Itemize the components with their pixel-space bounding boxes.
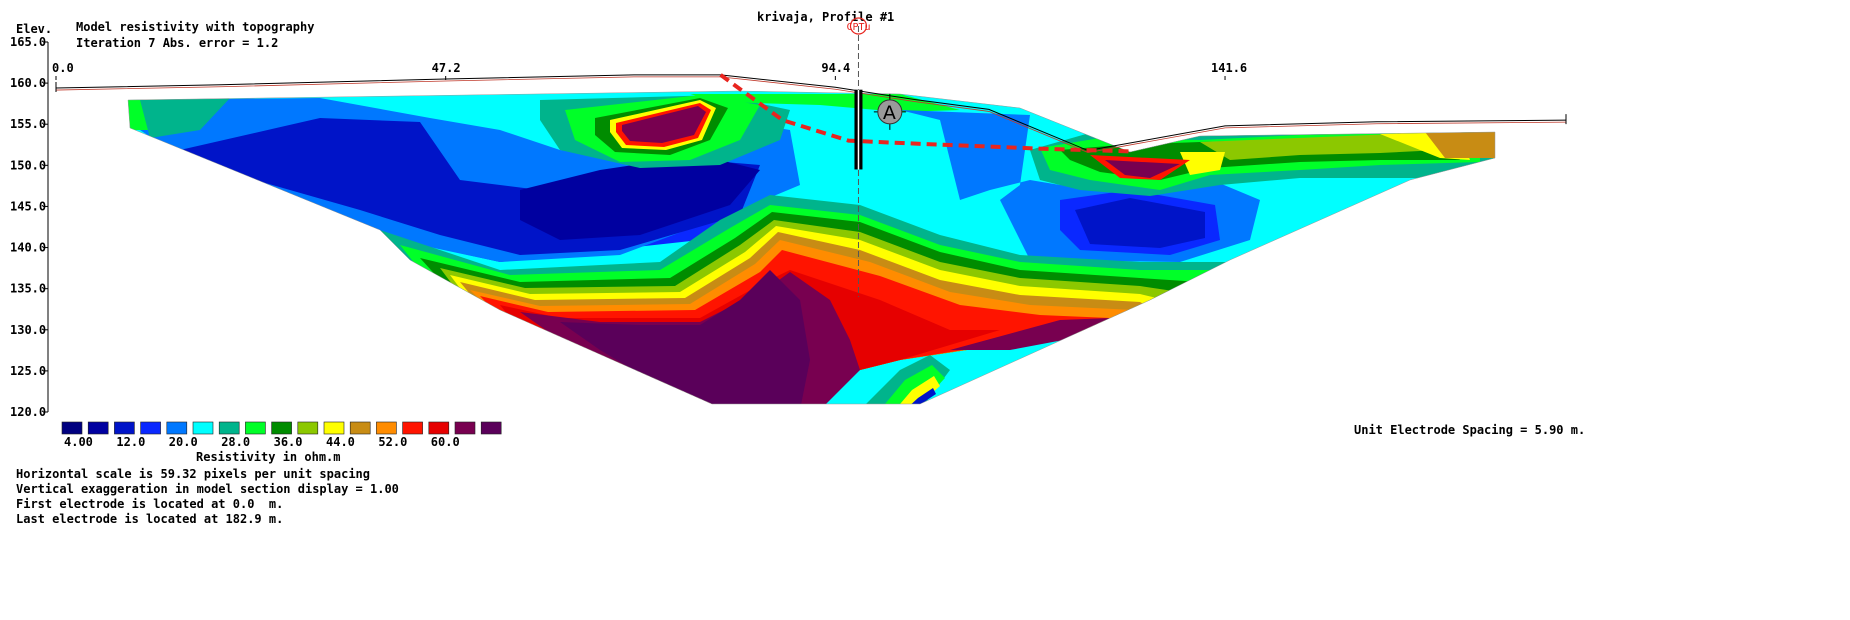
zone-wedge-yellow	[895, 376, 940, 404]
legend-swatch	[402, 421, 423, 435]
y-tick-label: 140.0	[10, 241, 46, 255]
y-tick-label: 145.0	[10, 199, 46, 213]
y-tick-label: 150.0	[10, 158, 46, 172]
profile-title: krivaja, Profile #1	[757, 10, 895, 24]
footer-line-first-electrode: First electrode is located at 0.0 m.	[16, 497, 284, 511]
zone-wedge-blue	[905, 388, 936, 404]
x-tick-label: 47.2	[432, 61, 461, 75]
elevation-axis-label: Elev.	[16, 22, 53, 36]
y-tick-label: 120.0	[10, 405, 46, 419]
legend-label: 44.0	[326, 435, 355, 449]
point-a-label: A	[883, 102, 896, 124]
topography-line	[55, 74, 1567, 152]
legend-swatch	[192, 421, 214, 435]
legend-swatch	[323, 421, 345, 435]
legend-label: 60.0	[431, 435, 460, 449]
interpreted-boundary-line	[719, 73, 1130, 154]
y-tick-label: 125.0	[10, 364, 46, 378]
point-a-marker-icon	[877, 99, 903, 125]
cptu-marker-icon	[849, 17, 868, 35]
zone-purple-top	[622, 106, 706, 143]
legend-label: 20.0	[169, 435, 198, 449]
zone-blue-core-right	[1075, 198, 1205, 248]
legend-swatch	[349, 421, 371, 435]
elevation-axis: 165.0 160.0 155.0 150.0 145.0 140.0 135.0 130.0…	[10, 35, 1247, 419]
legend-title: Resistivity in ohm.m	[196, 450, 341, 464]
legend-label: 4.00	[64, 435, 93, 449]
legend-swatch	[61, 421, 83, 435]
profile-overlays: CPTu A	[55, 17, 1567, 297]
zone-ochre-right	[1425, 132, 1495, 158]
legend-label: 12.0	[116, 435, 145, 449]
chart-title: Model resistivity with topography	[76, 20, 315, 34]
legend-swatch	[297, 421, 319, 435]
zone-olive-right	[1200, 133, 1440, 160]
legend-swatch	[376, 421, 397, 435]
legend-label: 36.0	[274, 435, 303, 449]
legend-label: 28.0	[221, 435, 250, 449]
legend-swatch	[114, 421, 135, 435]
y-tick-label: 160.0	[10, 76, 46, 90]
resistivity-legend: 4.00 12.0 20.0 28.0 36.0 44.0 52.0 60.0	[61, 421, 502, 449]
legend-swatch	[245, 421, 266, 435]
y-tick-label: 155.0	[10, 117, 46, 131]
topography-trace-red	[55, 76, 1567, 153]
legend-swatch	[428, 421, 450, 435]
x-tick-label: 141.6	[1211, 61, 1247, 75]
x-tick-label: 94.4	[821, 61, 850, 75]
y-tick-label: 130.0	[10, 323, 46, 337]
zone-navy-core-left	[520, 155, 760, 240]
legend-swatch	[140, 421, 161, 435]
electrode-spacing-note: Unit Electrode Spacing = 5.90 m.	[1354, 423, 1586, 437]
legend-swatch	[480, 421, 502, 435]
legend-swatch	[271, 421, 292, 435]
legend-label: 52.0	[378, 435, 407, 449]
y-tick-label: 135.0	[10, 282, 46, 296]
footer-line-last-electrode: Last electrode is located at 182.9 m.	[16, 512, 284, 526]
y-tick-label: 165.0	[10, 35, 46, 49]
zone-teal-left-edge	[140, 98, 230, 138]
footer-line-exaggeration: Vertical exaggeration in model section d…	[16, 482, 399, 496]
section-outline	[127, 90, 1496, 405]
zone-wedge-green	[880, 365, 945, 404]
zone-purple-pocket-right	[1105, 160, 1180, 178]
x-tick-label: 0.0	[52, 61, 74, 75]
legend-swatch	[218, 421, 240, 435]
legend-swatch	[87, 421, 109, 435]
iteration-line: Iteration 7 Abs. error = 1.2	[76, 36, 279, 50]
zone-maroon-right-deep	[950, 318, 1110, 350]
legend-swatch	[166, 421, 188, 435]
cptu-label: CPTu	[846, 22, 870, 33]
legend-swatch	[454, 421, 476, 435]
footer-line-scale: Horizontal scale is 59.32 pixels per uni…	[16, 467, 371, 481]
zone-yellow-pocket-right	[1180, 152, 1225, 175]
zone-purple-deep	[560, 270, 810, 404]
